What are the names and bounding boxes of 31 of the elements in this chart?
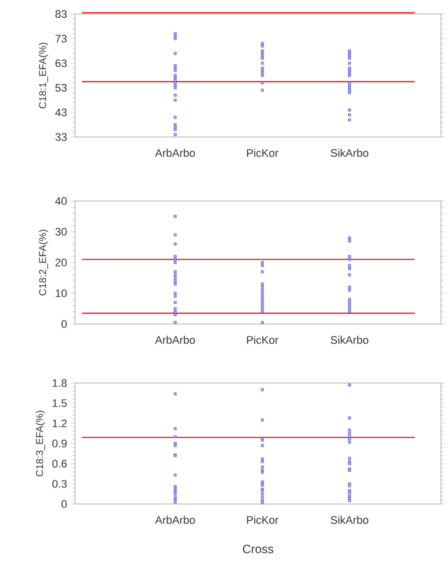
x-tick-label: PicKor <box>247 516 278 524</box>
y-tick-label: 73 <box>56 34 67 42</box>
x-tick-label: PicKor <box>247 148 278 157</box>
y-tick-label: 53 <box>55 84 67 92</box>
y-tick-label: 30 <box>55 228 67 236</box>
x-tick-label: SikArbo <box>330 516 368 524</box>
y-tick-label: 63 <box>56 59 67 68</box>
x-tick-label: ArbArbo <box>155 148 195 157</box>
y-tick-label: 0.6 <box>52 460 67 468</box>
y-tick-label: 43 <box>55 108 67 116</box>
y-axis-title: C18:1_EFA(%) <box>38 42 48 108</box>
x-tick-label: ArbArbo <box>155 336 195 344</box>
y-tick-label: 1.2 <box>52 420 67 428</box>
y-tick-label: 0.9 <box>52 440 67 448</box>
y-tick-label: 10 <box>56 289 67 298</box>
x-axis-title: Cross <box>242 544 274 554</box>
x-tick-label: PicKor <box>247 336 278 344</box>
y-tick-label: 33 <box>55 133 67 141</box>
y-tick-label: 0 <box>62 500 67 508</box>
y-tick-label: 83 <box>55 10 67 18</box>
y-tick-label: 1.8 <box>52 379 67 387</box>
y-tick-label: 40 <box>55 197 67 205</box>
x-tick-label: SikArbo <box>330 336 368 344</box>
y-axis-title: C18:2_EFA(%) <box>38 230 48 296</box>
y-tick-label: 20 <box>56 258 67 266</box>
x-tick-label: ArbArbo <box>155 516 195 524</box>
y-axis-title: C18:3_EFA(%) <box>36 410 46 476</box>
y-tick-label: 0.3 <box>52 480 67 488</box>
y-tick-label: 1.5 <box>52 399 67 408</box>
y-tick-label: 0 <box>62 320 67 328</box>
x-tick-label: SikArbo <box>330 148 368 157</box>
